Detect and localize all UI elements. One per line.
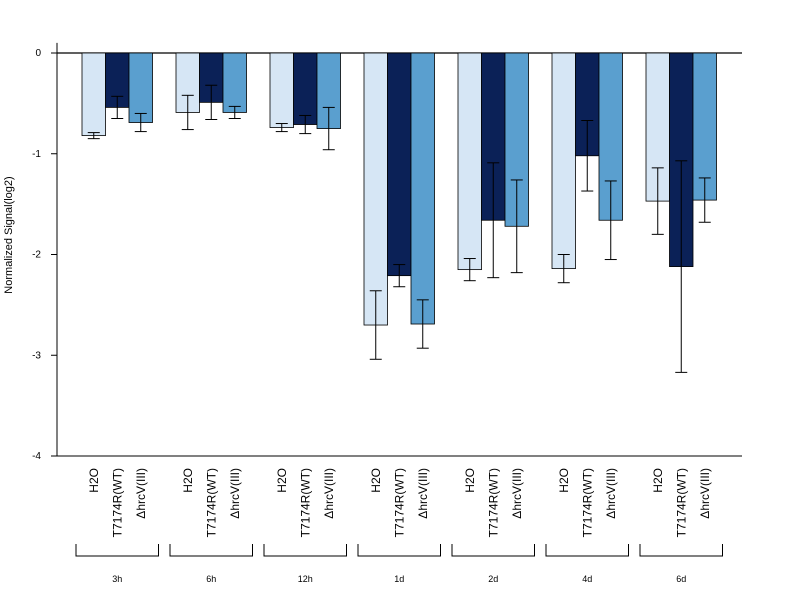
bar — [269, 52, 294, 128]
category-label: H2O — [369, 468, 383, 493]
group-bracket — [639, 544, 723, 557]
bar — [81, 52, 106, 137]
category-label: T7174R(WT) — [204, 468, 218, 537]
category-label: T7174R(WT) — [392, 468, 406, 537]
group-bracket — [75, 544, 159, 557]
y-tick-label: 0 — [35, 48, 41, 59]
category-label: T7174R(WT) — [674, 468, 688, 537]
group-label: 6d — [676, 574, 686, 584]
bar — [551, 52, 576, 270]
bar — [222, 52, 247, 113]
bar — [363, 52, 388, 326]
category-label: ΔhrcV(III) — [228, 468, 242, 519]
bar — [457, 52, 482, 271]
category-label: ΔhrcV(III) — [510, 468, 524, 519]
group-bracket — [545, 544, 629, 557]
group-label: 3h — [112, 574, 122, 584]
category-label: ΔhrcV(III) — [322, 468, 336, 519]
error-bars — [87, 84, 711, 373]
bars — [81, 52, 717, 326]
category-label: ΔhrcV(III) — [134, 468, 148, 519]
bar — [387, 52, 412, 277]
category-label: H2O — [181, 468, 195, 493]
bar — [410, 52, 435, 325]
category-label: ΔhrcV(III) — [698, 468, 712, 519]
category-label: H2O — [463, 468, 477, 493]
group-bracket — [357, 544, 441, 557]
category-label: H2O — [275, 468, 289, 493]
group-bracket — [263, 544, 347, 557]
category-labels: H2O T7174R(WT) ΔhrcV(III) 3h H2O T7174R(WT) Δh… — [75, 468, 723, 584]
group-label: 1d — [394, 574, 404, 584]
category-label: H2O — [87, 468, 101, 493]
y-tick-label: -1 — [32, 149, 41, 160]
category-label: T7174R(WT) — [110, 468, 124, 537]
category-label: H2O — [557, 468, 571, 493]
category-label: ΔhrcV(III) — [416, 468, 430, 519]
y-tick-label: -4 — [32, 451, 41, 462]
y-tick-label: -3 — [32, 350, 41, 361]
category-label: ΔhrcV(III) — [604, 468, 618, 519]
y-tick-label: -2 — [32, 250, 41, 261]
category-label: T7174R(WT) — [486, 468, 500, 537]
category-label: H2O — [651, 468, 665, 493]
group-label: 12h — [298, 574, 313, 584]
category-label: T7174R(WT) — [580, 468, 594, 537]
group-label: 4d — [582, 574, 592, 584]
group-label: 2d — [488, 574, 498, 584]
category-label: T7174R(WT) — [298, 468, 312, 537]
group-label: 6h — [206, 574, 216, 584]
group-bracket — [169, 544, 253, 557]
bar — [293, 52, 318, 125]
bar — [128, 52, 153, 123]
y-axis-label: Normalized Signal(log2) — [3, 176, 15, 293]
group-bracket — [451, 544, 535, 557]
